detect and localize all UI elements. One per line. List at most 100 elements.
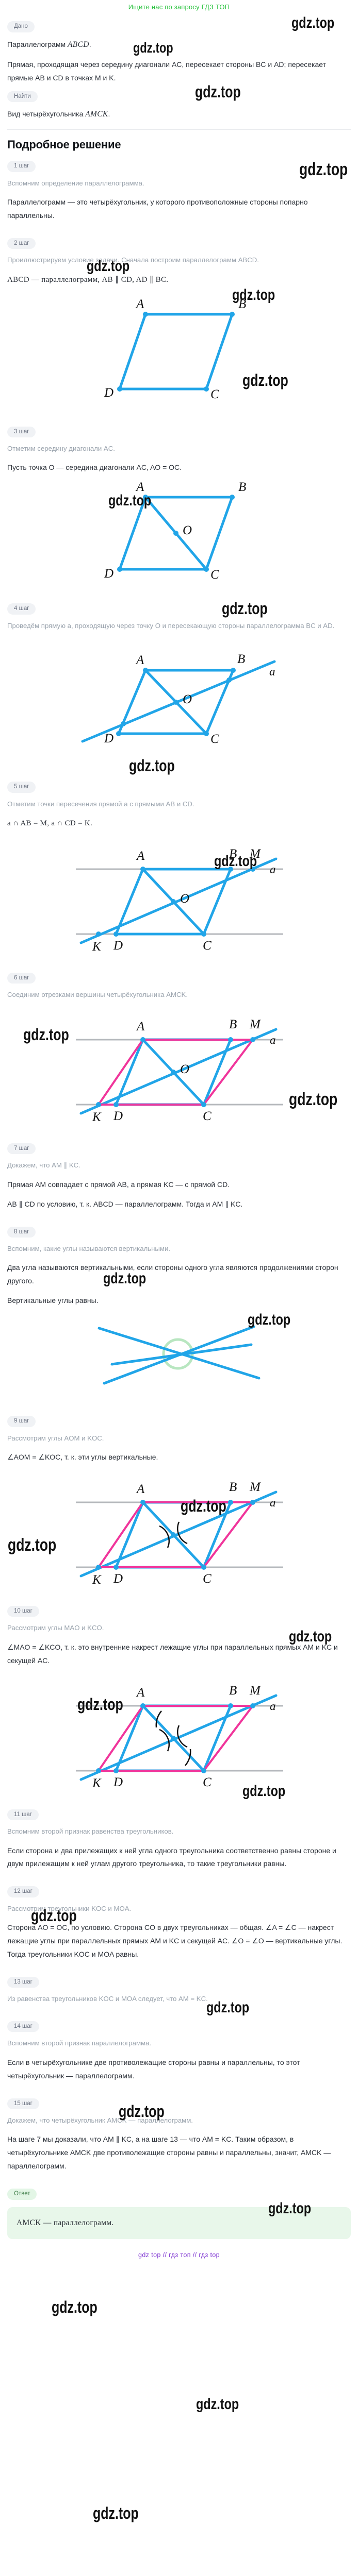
figure-8-alternate-angles-amck: A B C D M K a [7,1674,351,1795]
step-intro-2: Проиллюстрируем условие задачи. Сначала … [7,256,259,264]
fig4-label-D: D [113,939,123,953]
fig7-label-D: D [113,1572,123,1586]
fig7-label-A: A [136,1482,145,1496]
fig5-label-a: a [270,1033,276,1046]
fig8-label-K: K [92,1776,102,1790]
page-title: Подробное решение [7,138,121,151]
step-chip-11: 11 шаг [7,1809,39,1821]
fig5-label-C: C [203,1109,211,1123]
given-chip: Дано [7,21,35,32]
fig7-label-K: K [92,1573,102,1587]
step-chip-5: 5 шаг [7,782,36,793]
fig7-label-a: a [270,1496,276,1509]
step-chip-4: 4 шаг [7,603,36,615]
step-intro-15: Докажем, что четырёхугольник AMCK — пара… [7,2116,193,2125]
answer-box: AMCK — параллелограмм. [7,2207,351,2239]
given-line-1: Параллелограмм ABCD. [7,38,351,53]
fig3-label-a: a [269,665,275,678]
step-body-8b: Вертикальные углы равны. [7,1296,99,1305]
fig1-label-A: A [135,297,144,311]
fig4-label-M: M [249,847,261,861]
step-intro-11: Вспомним второй признак равенства треуго… [7,1827,174,1836]
watermark-gdz-top: gdz.top [196,2396,239,2413]
step-intro-7: Докажем, что AM ∥ KC. [7,1161,80,1170]
fig2-label-A: A [135,481,144,494]
fig3-label-O: O [183,692,192,706]
fig4-label-K: K [92,940,102,954]
given-line-2: Прямая, проходящая через середину диагон… [7,60,327,82]
spacer [7,12,351,21]
fig8-label-M: M [249,1684,261,1698]
step-intro-1: Вспомним определение параллелограмма. [7,179,144,187]
step-intro-8: Вспомним, какие углы называются вертикал… [7,1245,170,1253]
step-intro-3: Отметим середину диагонали AC. [7,445,115,452]
fig8-label-A: A [136,1686,145,1700]
step-chip-8: 8 шаг [7,1226,36,1238]
figure-7-vertical-angles-amck: A B C D M K a [7,1470,351,1591]
find-math-amck: AMCK [85,110,108,119]
step-chip-13: 13 шаг [7,1976,39,1988]
given-math-abcd: ABCD [68,40,89,49]
answer-text: AMCK — параллелограмм. [17,2218,114,2227]
step-chip-12: 12 шаг [7,1886,39,1897]
fig4-label-O: O [180,892,189,906]
step-body-5: a ∩ AB = M, a ∩ CD = K. [7,819,93,828]
fig5-svg: A B C D O M K a [76,1018,283,1124]
step-body-11: Если сторона и два прилежащих к ней угла… [7,1846,336,1868]
fig5-label-O: O [180,1062,189,1076]
fig3-label-C: C [210,732,219,746]
fig5-label-A: A [136,1020,145,1033]
step-intro-5: Отметим точки пересечения прямой a с пря… [7,800,194,808]
given-text-prefix: Параллелограмм [7,40,68,48]
fig4-label-B: B [229,847,237,861]
fig4-label-C: C [203,939,211,953]
fig3-svg: A B C D O a [81,652,276,746]
fig2-label-B: B [238,481,246,494]
step-body-10: ∠MAO = ∠KCO, т. к. это внутренние накрес… [7,1642,338,1665]
step-body-9: ∠AOM = ∠KOC, т. к. эти углы вертикальные… [7,1453,158,1462]
step-chip-3: 3 шаг [7,426,36,437]
fig5-label-B: B [229,1018,237,1031]
step-intro-10: Рассмотрим углы MAO и KCO. [7,1624,104,1632]
watermark-gdz-top: gdz.top [52,2298,97,2316]
fig2-label-O: O [183,523,192,537]
fig1-svg: A B C D [104,297,246,401]
promo-banner: Ищите нас по запросу ГДЗ ТОП [128,3,230,11]
step-chip-15: 15 шаг [7,2098,39,2110]
fig4-svg: A B C D O M K a [76,847,283,954]
answer-chip: Ответ [7,2189,37,2200]
step-chip-2: 2 шаг [7,238,36,249]
fig7-svg: A B C D M K a [76,1480,283,1587]
step-intro-13: Из равенства треугольников KOC и MOA сле… [7,1995,208,2003]
watermark-gdz-top: gdz.top [93,2504,139,2522]
figure-4-points-m-k: A B C D O M K a [7,837,351,958]
fig8-label-C: C [203,1775,211,1789]
solution-page: Ищите нас по запросу ГДЗ ТОП Дано Паралл… [7,3,351,2522]
step-body-14: Если в четырёхугольнике две противолежащ… [7,2058,300,2080]
figure-3-line-a: A B C D O a [7,638,351,767]
figure-5-quadrilateral-amck: A B C D O M K a [7,1008,351,1129]
fig8-label-B: B [229,1684,237,1698]
fig2-label-C: C [210,568,219,582]
step-intro-9: Рассмотрим углы AOM и KOC. [7,1434,104,1442]
fig3-label-B: B [237,652,245,666]
step-intro-6: Соединим отрезками вершины четырёхугольн… [7,991,188,999]
find-text-prefix: Вид четырёхугольника [7,110,86,118]
fig8-svg: A B C D M K a [76,1684,283,1790]
find-text-suffix: . [108,110,110,118]
step-chip-9: 9 шаг [7,1416,36,1427]
step-intro-14: Вспомним второй признак параллелограмма. [7,2039,152,2047]
find-text: Вид четырёхугольника AMCK. [7,107,351,122]
step-body-2: ABCD — параллелограмм, AB ∥ CD, AD ∥ BC. [7,275,169,284]
find-chip: Найти [7,91,38,103]
footer-links: gdz top // гдз топ // гдз top [138,2251,220,2259]
step-chip-10: 10 шаг [7,1605,39,1617]
step-body-12: Сторона AO = OC, по условию. Сторона CO … [7,1923,343,1959]
fig5-label-K: K [92,1110,102,1124]
step-body-8a: Два угла называются вертикальными, если … [7,1263,338,1285]
fig1-label-C: C [210,387,219,401]
step-intro-4: Проведём прямую a, проходящую через точк… [7,621,335,630]
figure-6-vertical-angles [7,1314,351,1401]
step-body-15: На шаге 7 мы доказали, что AM ∥ KC, а на… [7,2135,331,2171]
fig1-label-B: B [238,297,246,311]
